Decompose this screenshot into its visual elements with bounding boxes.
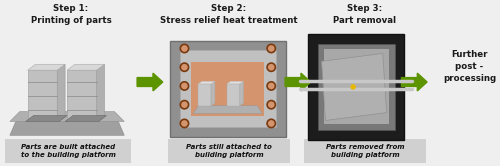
Text: Step 3:
Part removal: Step 3: Part removal [334,4,396,25]
Bar [168,139,290,163]
Polygon shape [67,70,96,122]
Bar [308,34,404,140]
Polygon shape [240,81,244,106]
Circle shape [180,63,188,71]
Circle shape [267,119,276,128]
Text: Step 2:
Stress relief heat treatment: Step 2: Stress relief heat treatment [160,4,298,25]
Circle shape [180,119,188,128]
Bar [318,43,394,130]
Bar [192,62,264,116]
Polygon shape [211,81,215,106]
Bar [324,49,388,124]
Polygon shape [402,73,427,91]
Polygon shape [10,112,124,122]
Circle shape [180,44,188,53]
Text: Parts removed from
building platform: Parts removed from building platform [326,144,404,158]
Circle shape [267,82,276,90]
Bar [170,41,286,137]
Circle shape [350,84,356,90]
Polygon shape [65,116,106,122]
Polygon shape [194,106,262,114]
Bar [180,50,276,127]
Polygon shape [227,84,239,106]
Polygon shape [10,122,124,135]
Circle shape [267,101,276,109]
Polygon shape [227,81,244,84]
Text: Parts are built attached
to the building platform: Parts are built attached to the building… [20,144,116,158]
Polygon shape [198,84,211,106]
Bar [304,139,426,163]
Polygon shape [57,64,65,122]
Polygon shape [67,64,104,70]
Polygon shape [198,81,215,84]
Polygon shape [285,73,310,91]
Text: Parts still attached to
building platform: Parts still attached to building platfor… [186,144,272,158]
Polygon shape [28,64,65,70]
Polygon shape [137,73,162,91]
Polygon shape [26,116,67,122]
Text: Further
post -
processing: Further post - processing [443,50,496,83]
Bar [5,139,131,163]
Circle shape [267,63,276,71]
Circle shape [267,44,276,53]
Polygon shape [28,70,57,122]
Circle shape [180,101,188,109]
Circle shape [180,82,188,90]
Polygon shape [96,64,104,122]
Polygon shape [322,53,386,121]
Text: Step 1:
Printing of parts: Step 1: Printing of parts [30,4,112,25]
